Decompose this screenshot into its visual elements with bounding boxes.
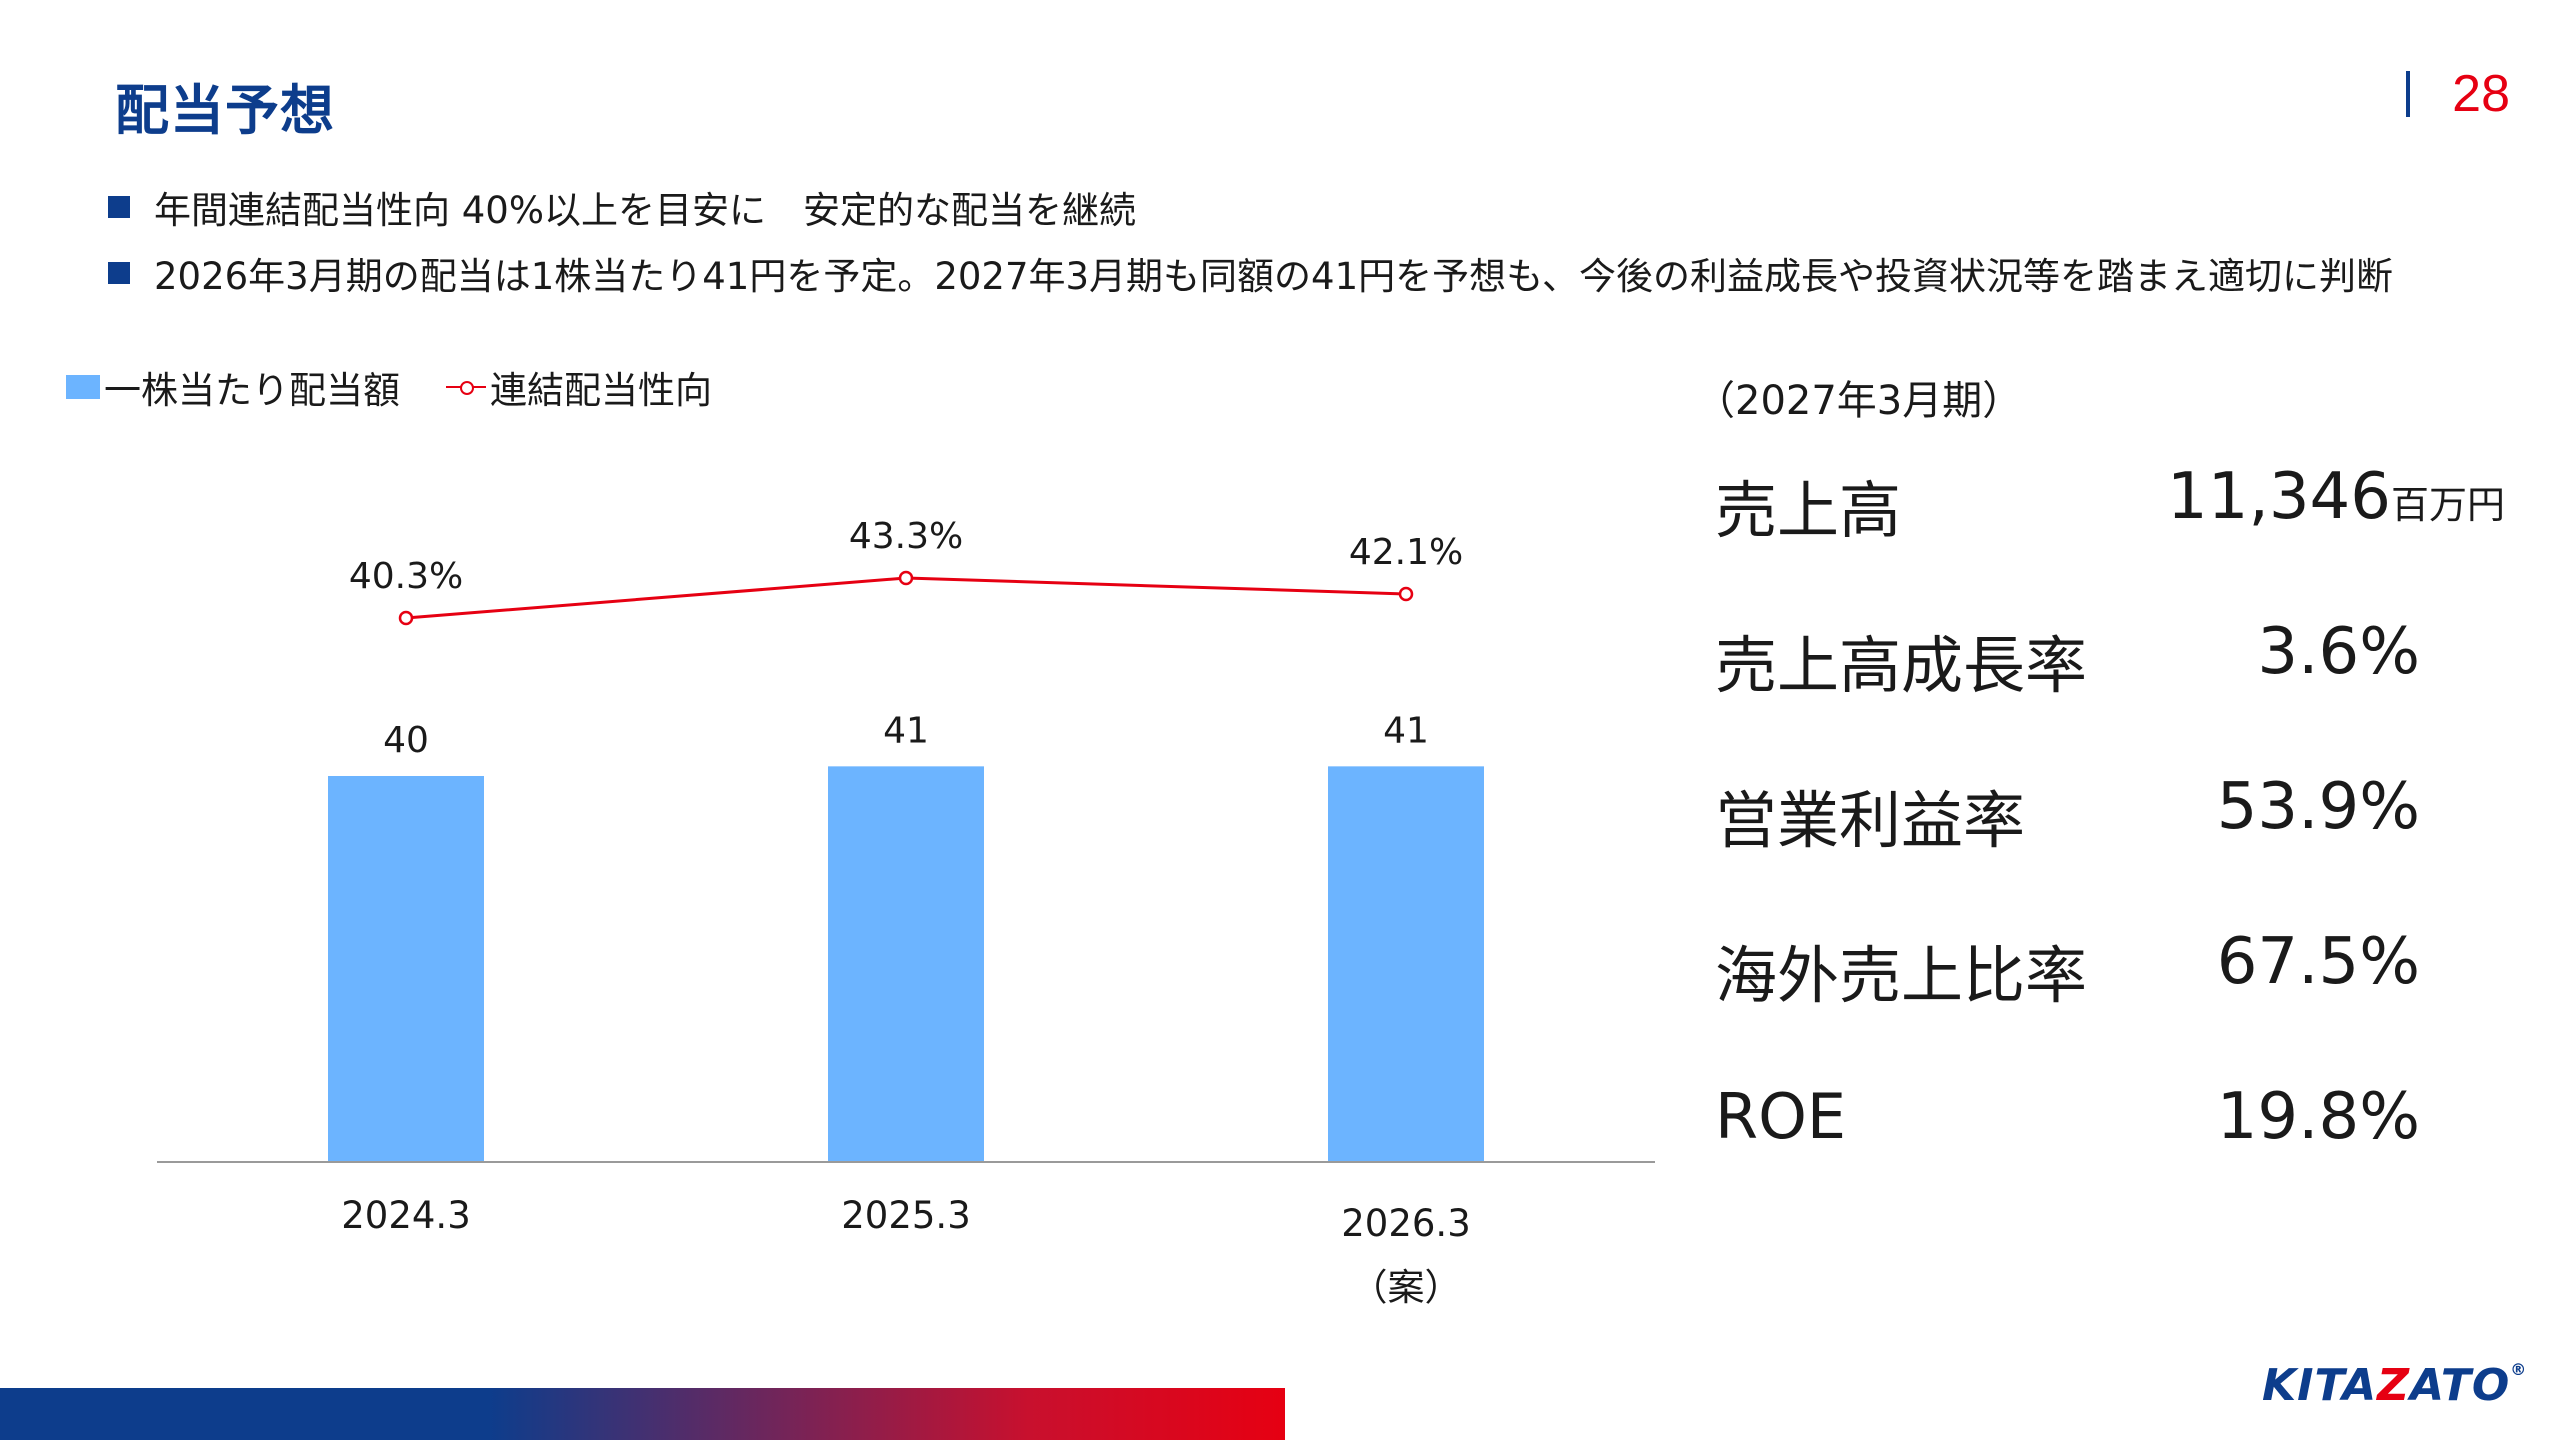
page-number: 28 — [2452, 65, 2510, 123]
bullet-text: 年間連結配当性向 40%以上を目安に 安定的な配当を継続 — [154, 189, 1136, 232]
legend-bar-label: 一株当たり配当額 — [104, 369, 400, 412]
square-bullet-icon — [108, 196, 130, 218]
payout-ratio-label: 43.3% — [849, 516, 963, 557]
kitazato-logo: KITAZATO® — [2262, 1360, 2528, 1411]
kpi-period: （2027年3月期） — [1695, 378, 2023, 424]
x-tick-label: 2025.3 — [841, 1194, 970, 1237]
kpi-value: 53.9% — [2216, 770, 2420, 844]
x-tick-label: 2024.3 — [341, 1194, 470, 1237]
kpi-row: 売上高成長率 3.6% — [1715, 615, 2505, 705]
payout-ratio-label: 40.3% — [349, 556, 463, 597]
payout-ratio-label: 42.1% — [1349, 532, 1463, 573]
x-tick-label: 2026.3 — [1341, 1202, 1470, 1245]
bullet-list: 年間連結配当性向 40%以上を目安に 安定的な配当を継続 2026年3月期の配当… — [108, 174, 2393, 306]
dividend-bar — [1328, 766, 1484, 1162]
chart-legend: 一株当たり配当額 連結配当性向 — [66, 360, 712, 414]
page-number-divider — [2406, 71, 2411, 117]
square-bullet-icon — [108, 262, 130, 284]
dividend-bar — [328, 776, 484, 1162]
kpi-row: 売上高 11,346百万円 — [1715, 460, 2505, 550]
kpi-value: 11,346百万円 — [2167, 460, 2505, 534]
payout-ratio-point — [898, 570, 914, 586]
kpi-label: 営業利益率 — [1715, 784, 2026, 857]
bar-value-label: 41 — [1383, 710, 1429, 751]
footer-gradient-bar — [0, 1388, 1285, 1440]
dividend-bar — [828, 766, 984, 1162]
payout-ratio-point — [398, 610, 414, 626]
kpi-row: 海外売上比率 67.5% — [1715, 925, 2505, 1015]
kpi-row: 営業利益率 53.9% — [1715, 770, 2505, 860]
page-number-area: 28 — [2406, 64, 2510, 124]
kpi-unit: 百万円 — [2390, 483, 2505, 527]
kpi-value: 19.8% — [2216, 1080, 2420, 1154]
kpi-label: 売上高 — [1715, 474, 1902, 547]
legend-bar-swatch — [66, 375, 100, 399]
bullet-item: 年間連結配当性向 40%以上を目安に 安定的な配当を継続 — [108, 174, 2393, 240]
kpi-row: ROE 19.8% — [1715, 1080, 2505, 1170]
page-title: 配当予想 — [115, 79, 335, 142]
dividend-chart: 40 41 41 40.3% 43.3% 42.1% 2024.3 2025.3 2026.3 （… — [157, 516, 1655, 1309]
legend-line-label: 連結配当性向 — [490, 369, 712, 412]
legend-line-swatch — [446, 375, 486, 399]
x-tick-label: （案） — [1351, 1266, 1462, 1309]
bar-value-label: 41 — [883, 710, 929, 751]
kpi-label: 売上高成長率 — [1715, 629, 2088, 702]
bullet-text: 2026年3月期の配当は1株当たり41円を予定。2027年3月期も同額の41円を… — [154, 255, 2393, 298]
kpi-value: 3.6% — [2257, 615, 2420, 689]
kpi-label: ROE — [1715, 1080, 1847, 1153]
kpi-value: 67.5% — [2216, 925, 2420, 999]
payout-ratio-point — [1398, 586, 1414, 602]
kpi-label: 海外売上比率 — [1715, 939, 2088, 1012]
bar-value-label: 40 — [383, 720, 429, 761]
bullet-item: 2026年3月期の配当は1株当たり41円を予定。2027年3月期も同額の41円を… — [108, 240, 2393, 306]
